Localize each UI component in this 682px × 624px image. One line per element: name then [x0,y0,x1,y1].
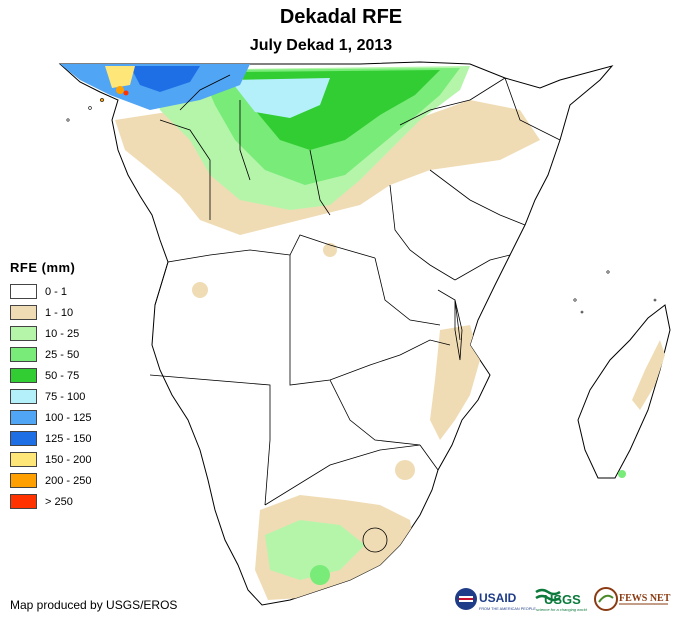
legend-swatch [10,494,37,509]
usaid-wordmark: USAID [479,591,517,605]
logo-bar: USAID FROM THE AMERICAN PEOPLE USGS scie… [455,587,671,612]
rainfall-zone-150-200 [105,66,135,88]
lake-malawi [454,299,463,361]
usgs-wordmark: USGS [544,592,581,607]
legend-swatch [10,473,37,488]
legend-swatch [10,305,37,320]
madagascar-rainfall-zone [632,340,665,410]
rainfall-patch [310,565,330,585]
usgs-tagline: science for a changing world [536,607,587,612]
legend-item: 50 - 75 [10,365,91,386]
legend-item: 0 - 1 [10,281,91,302]
legend-item: 25 - 50 [10,344,91,365]
madagascar [577,304,671,479]
legend-item: 100 - 125 [10,407,91,428]
lesotho-border [362,527,388,553]
rainfall-patch [192,282,208,298]
legend-title: RFE (mm) [10,260,76,275]
legend-item: 125 - 150 [10,428,91,449]
legend-swatch [10,284,37,299]
legend-swatch [10,452,37,467]
legend-swatch [10,326,37,341]
fewsnet-wordmark: FEWS NET [619,593,671,604]
usaid-tagline: FROM THE AMERICAN PEOPLE [479,607,536,611]
country-borders [149,74,561,506]
legend-item: 75 - 100 [10,386,91,407]
legend-label: 1 - 10 [45,306,74,319]
rainfall-patch [123,90,129,96]
legend-label: 100 - 125 [45,411,92,424]
rainfall-patch [618,470,626,478]
usgs-wave-icon [535,588,561,596]
usaid-logo: USAID FROM THE AMERICAN PEOPLE [455,588,536,611]
legend-label: 0 - 1 [45,285,68,298]
rainfall-zone-125-150 [130,66,200,92]
islands [66,98,657,314]
legend-items: 0 - 1 1 - 10 10 - 25 25 - 50 50 - 75 75 - 100… [10,281,91,512]
fewsnet-globe-icon [594,587,618,611]
legend-label: 75 - 100 [45,390,86,403]
legend: RFE (mm) 0 - 1 1 - 10 10 - 25 25 - 50 50 - 7… [10,260,91,512]
legend-swatch [10,368,37,383]
rainfall-zone-75-100 [230,78,330,118]
legend-swatch [10,347,37,362]
legend-item: > 250 [10,491,91,512]
legend-item: 1 - 10 [10,302,91,323]
legend-swatch [10,410,37,425]
legend-label: 10 - 25 [45,327,80,340]
fewsnet-logo: FEWS NET [594,587,671,611]
rainfall-zone-1-10-east [430,325,480,440]
legend-label: 25 - 50 [45,348,80,361]
map-subtitle: July Dekad 1, 2013 [249,37,393,54]
legend-label: 150 - 200 [45,453,92,466]
rainfall-zone-10-25-south [265,520,365,580]
legend-label: 50 - 75 [45,369,80,382]
usgs-logo: USGS science for a changing world [535,588,587,612]
rainfall-patch [395,460,415,480]
legend-label: 125 - 150 [45,432,92,445]
legend-item: 150 - 200 [10,449,91,470]
rainfall-patch [116,86,124,94]
legend-swatch [10,389,37,404]
rainfall-patch [323,243,337,257]
legend-label: 200 - 250 [45,474,92,487]
legend-item: 10 - 25 [10,323,91,344]
map-credit: Map produced by USGS/EROS [10,598,178,612]
legend-item: 200 - 250 [10,470,91,491]
legend-swatch [10,431,37,446]
legend-label: > 250 [45,495,73,508]
map-title: Dekadal RFE [279,6,403,28]
